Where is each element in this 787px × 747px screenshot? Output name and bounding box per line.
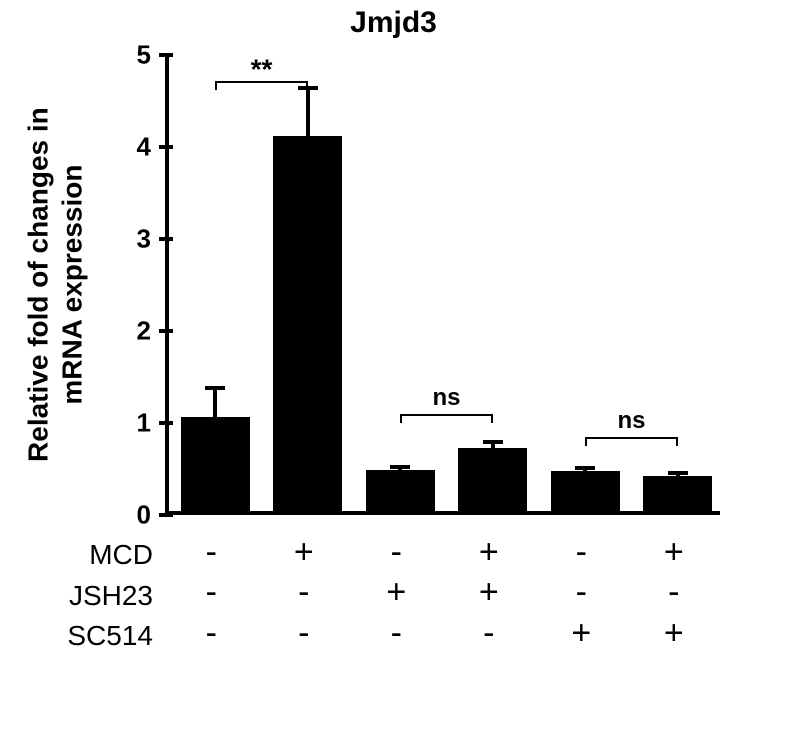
y-tick-label: 3 [137, 224, 151, 255]
significance-label: ns [432, 384, 460, 412]
y-tick-mark [159, 513, 173, 517]
y-tick-mark [159, 53, 173, 57]
condition-cell: - [628, 573, 721, 612]
chart-title: Jmjd3 [0, 6, 787, 40]
condition-cell: + [443, 573, 536, 612]
condition-cell: + [443, 533, 536, 572]
plot-area: 012345**nsns [165, 55, 720, 515]
y-tick-mark [159, 329, 173, 333]
condition-cell: + [350, 573, 443, 612]
y-tick-label: 2 [137, 316, 151, 347]
error-cap [483, 440, 503, 444]
significance-tick [676, 437, 678, 446]
significance-tick [491, 414, 493, 423]
condition-row-label: SC514 [55, 620, 165, 652]
y-tick-label: 4 [137, 132, 151, 163]
figure-root: Jmjd3 Relative fold of changes in mRNA e… [0, 0, 787, 747]
condition-cell: - [165, 533, 258, 572]
condition-cell: + [535, 614, 628, 653]
significance-line [585, 437, 678, 439]
y-tick-mark [159, 237, 173, 241]
significance-label: ns [617, 407, 645, 435]
significance-tick [215, 81, 217, 90]
condition-cell: - [258, 573, 351, 612]
error-cap [668, 471, 688, 475]
bar [273, 136, 342, 511]
y-tick-label: 1 [137, 408, 151, 439]
significance-line [400, 414, 493, 416]
condition-cell: + [628, 614, 721, 653]
error-cap [575, 466, 595, 470]
condition-cell: - [258, 614, 351, 653]
condition-table: MCD-+-+-+JSH23--++--SC514----++ [55, 535, 720, 657]
condition-cell: - [350, 533, 443, 572]
error-cap [390, 465, 410, 469]
condition-row: JSH23--++-- [55, 576, 720, 617]
error-bar [306, 88, 310, 136]
bar [366, 470, 435, 511]
bar [551, 471, 620, 511]
y-tick-mark [159, 145, 173, 149]
condition-cell: - [443, 614, 536, 653]
condition-cell: - [350, 614, 443, 653]
condition-cell: - [535, 533, 628, 572]
y-axis-label: Relative fold of changes in mRNA express… [21, 85, 88, 485]
significance-tick [306, 81, 308, 90]
bar [643, 476, 712, 511]
significance-label: ** [251, 59, 273, 79]
condition-cell: - [535, 573, 628, 612]
y-tick-label: 0 [137, 500, 151, 531]
condition-cell: - [165, 614, 258, 653]
bar [458, 448, 527, 511]
condition-cell: + [628, 533, 721, 572]
condition-row-label: MCD [55, 539, 165, 571]
error-cap [205, 386, 225, 390]
y-tick-label: 5 [137, 40, 151, 71]
condition-row: SC514----++ [55, 616, 720, 657]
condition-row-label: JSH23 [55, 580, 165, 612]
y-tick-mark [159, 421, 173, 425]
condition-cell: - [165, 573, 258, 612]
error-cap [298, 86, 318, 90]
bar [181, 417, 250, 511]
error-bar [213, 388, 217, 417]
condition-row: MCD-+-+-+ [55, 535, 720, 576]
significance-tick [585, 437, 587, 446]
condition-cell: + [258, 533, 351, 572]
significance-tick [400, 414, 402, 423]
